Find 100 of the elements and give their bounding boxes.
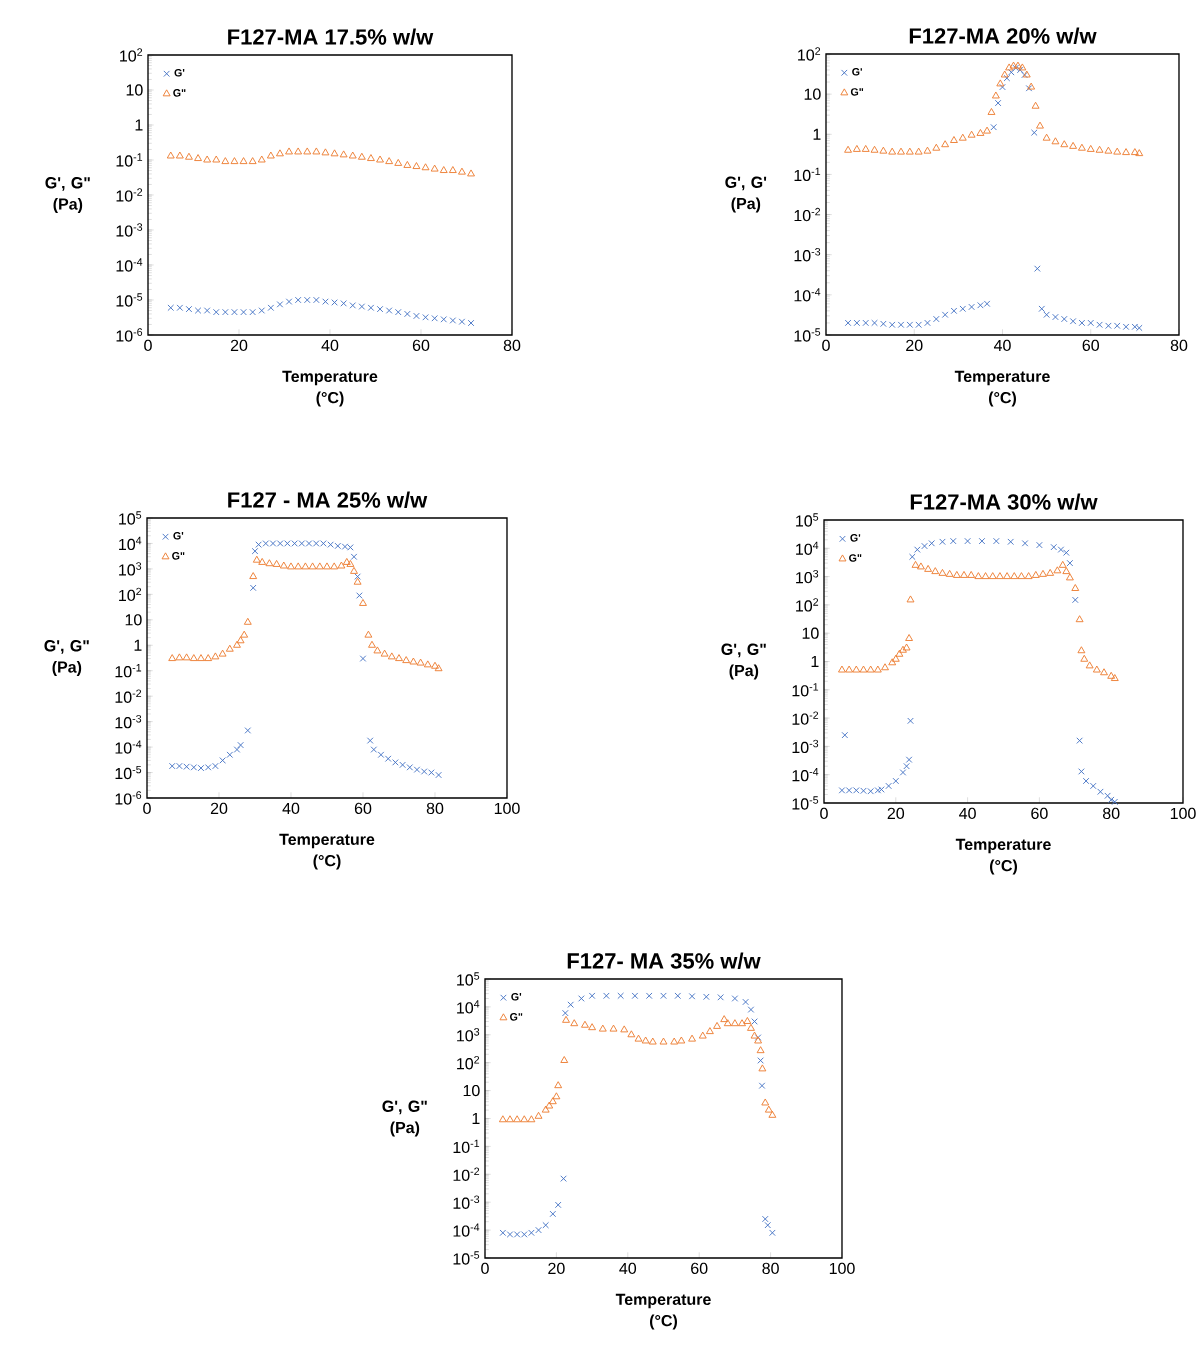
point bbox=[346, 559, 355, 567]
y-tick-label: 10$^{-4}$ bbox=[792, 768, 819, 782]
point bbox=[909, 553, 916, 561]
point bbox=[439, 166, 448, 173]
point bbox=[738, 1019, 746, 1027]
point bbox=[394, 308, 402, 316]
point bbox=[1038, 305, 1046, 313]
y-tick-label: 10$^{-3}$ bbox=[453, 1195, 480, 1209]
point bbox=[233, 640, 241, 648]
x-tick-label: 80 bbox=[1170, 339, 1188, 352]
point bbox=[1089, 782, 1097, 790]
x-tick-label: 20 bbox=[906, 339, 923, 352]
point bbox=[1000, 70, 1009, 78]
y-tick-label: 10$^{2}$ bbox=[119, 587, 142, 602]
point bbox=[1053, 566, 1062, 574]
point bbox=[845, 665, 854, 673]
y-tick-label: 10 bbox=[126, 84, 143, 96]
point bbox=[756, 1046, 765, 1054]
point bbox=[598, 1024, 607, 1032]
point bbox=[354, 573, 361, 580]
point bbox=[225, 644, 234, 652]
point bbox=[903, 762, 910, 770]
y-tick-label: 10$^{-3}$ bbox=[794, 248, 821, 262]
point bbox=[838, 665, 846, 673]
point bbox=[892, 777, 900, 785]
point bbox=[285, 147, 293, 155]
point bbox=[567, 1001, 574, 1008]
point bbox=[952, 570, 961, 578]
point bbox=[377, 751, 385, 759]
point bbox=[911, 560, 920, 568]
point bbox=[467, 169, 475, 177]
point bbox=[337, 561, 346, 569]
point bbox=[395, 654, 403, 662]
point bbox=[182, 653, 191, 661]
point bbox=[609, 1024, 618, 1032]
point bbox=[670, 1037, 679, 1045]
point bbox=[527, 1115, 536, 1123]
point bbox=[1034, 265, 1041, 272]
point bbox=[1003, 572, 1012, 580]
point bbox=[440, 316, 448, 323]
y-axis-title: G', G" (Pa) bbox=[45, 177, 90, 213]
point bbox=[1065, 573, 1074, 581]
point bbox=[1082, 777, 1090, 785]
x-tick-label: 60 bbox=[412, 339, 430, 352]
point bbox=[279, 561, 288, 569]
point bbox=[249, 308, 256, 316]
chart-title: F127 - MA 25% w/w bbox=[228, 491, 428, 508]
x-tick-label: 0 bbox=[481, 1262, 489, 1275]
point bbox=[303, 147, 312, 155]
point bbox=[294, 147, 303, 155]
point bbox=[276, 149, 284, 157]
y-tick-label: 10$^{4}$ bbox=[119, 536, 142, 551]
point bbox=[747, 1023, 755, 1031]
point bbox=[1135, 324, 1143, 332]
point bbox=[978, 537, 986, 545]
point bbox=[967, 130, 976, 138]
point bbox=[1036, 121, 1044, 129]
y-tick-label: 10$^{2}$ bbox=[798, 47, 821, 61]
point bbox=[891, 654, 900, 662]
point bbox=[272, 559, 281, 567]
y-tick-label: 10$^{-5}$ bbox=[453, 1251, 480, 1265]
y-tick-label: 10$^{-2}$ bbox=[453, 1167, 480, 1181]
point bbox=[866, 665, 875, 673]
point bbox=[265, 559, 274, 567]
x-tick-label: 20 bbox=[230, 339, 248, 352]
point bbox=[677, 1036, 686, 1044]
point bbox=[938, 568, 947, 576]
point bbox=[731, 995, 739, 1002]
y-tick-label: 10$^{-5}$ bbox=[794, 328, 821, 342]
point bbox=[907, 717, 914, 725]
point bbox=[769, 1229, 776, 1237]
x-tick-label: 20 bbox=[210, 802, 228, 815]
point bbox=[921, 542, 928, 550]
point bbox=[175, 653, 184, 661]
point bbox=[203, 155, 212, 163]
point bbox=[249, 572, 258, 580]
y-tick-label: 10$^{-3}$ bbox=[115, 714, 142, 729]
point bbox=[941, 140, 950, 148]
point bbox=[1080, 654, 1089, 662]
point bbox=[844, 145, 852, 153]
legend-label: G" bbox=[849, 554, 862, 562]
point bbox=[914, 147, 923, 155]
y-axis-title: G', G' (Pa) bbox=[725, 176, 767, 213]
point bbox=[923, 146, 932, 154]
point bbox=[698, 1031, 707, 1039]
point bbox=[243, 617, 252, 625]
point bbox=[1110, 674, 1119, 681]
point bbox=[358, 303, 366, 310]
x-tick-label: 80 bbox=[762, 1262, 779, 1275]
point bbox=[924, 564, 933, 572]
point bbox=[1131, 323, 1139, 331]
point bbox=[431, 661, 439, 669]
point bbox=[167, 304, 175, 312]
x-tick-label: 80 bbox=[426, 802, 444, 815]
point bbox=[366, 737, 374, 744]
point bbox=[688, 992, 696, 1000]
y-axis-title: G', G" (Pa) bbox=[382, 1100, 427, 1137]
point bbox=[703, 993, 710, 1001]
point bbox=[631, 992, 639, 1000]
point bbox=[852, 144, 861, 152]
